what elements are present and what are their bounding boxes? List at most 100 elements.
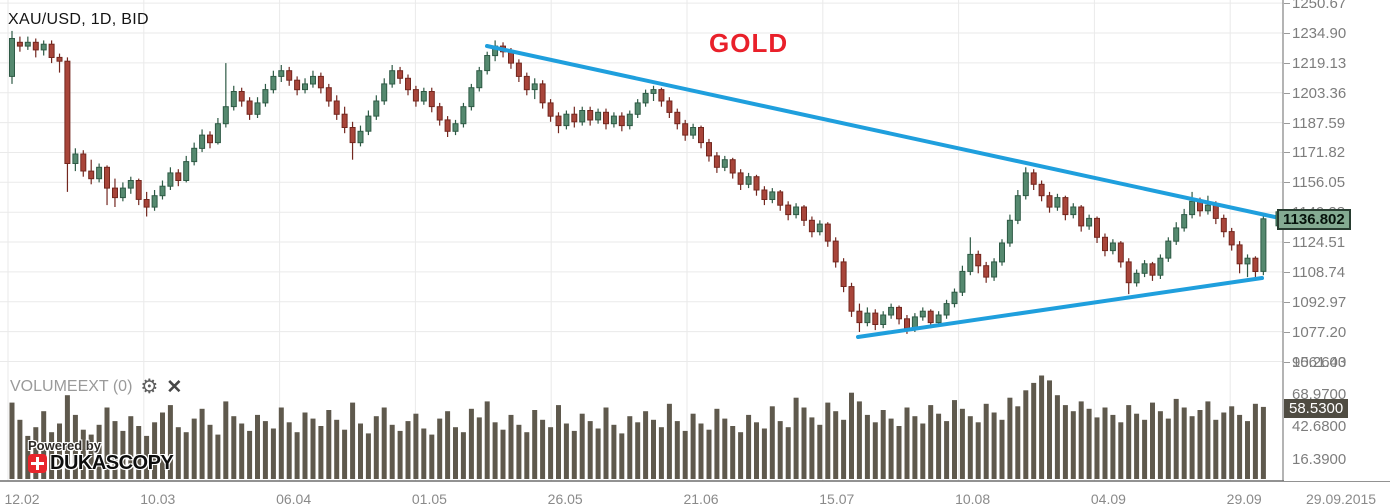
- ascending-support-trendline: [856, 276, 1264, 339]
- candle-body: [753, 176, 760, 191]
- volume-bar: [849, 392, 854, 479]
- candle-body: [317, 75, 324, 89]
- volume-bar: [167, 405, 173, 479]
- current-price-badge: 1136.802: [1277, 208, 1351, 230]
- candle-body: [1204, 204, 1211, 212]
- volume-bar: [286, 422, 292, 479]
- branding-watermark: Powered by DUKASCOPY: [28, 438, 174, 475]
- candle-body: [1260, 218, 1267, 272]
- volume-tick-label: 95.2600: [1292, 353, 1347, 371]
- candle-body: [262, 89, 269, 104]
- date-tick-label: 21.06: [683, 491, 719, 504]
- price-tick-label: 1203.36: [1292, 84, 1347, 102]
- candle-body: [975, 253, 982, 267]
- volume-bar: [57, 423, 62, 479]
- candle-body: [238, 91, 245, 102]
- volume-bar: [690, 413, 696, 479]
- volume-bar: [215, 434, 221, 479]
- axis-tick-mark: [1284, 331, 1290, 333]
- candle-body: [515, 62, 522, 77]
- candle-body: [967, 253, 974, 272]
- volume-bar: [888, 418, 894, 479]
- volume-bar: [619, 433, 625, 479]
- date-tick-label: 01.05: [411, 491, 447, 504]
- volume-bar: [262, 421, 268, 479]
- volume-bar: [532, 410, 538, 479]
- candle-body: [1070, 206, 1077, 216]
- volume-bar: [358, 423, 363, 479]
- volume-bar: [49, 432, 55, 479]
- volume-bar: [556, 405, 561, 479]
- candle-body: [1125, 261, 1132, 284]
- candle-body: [832, 240, 839, 263]
- candle-body: [777, 191, 784, 206]
- date-tick-label: 06.04: [276, 491, 312, 504]
- volume-bar: [769, 406, 775, 479]
- volume-bar: [959, 408, 965, 479]
- price-tick-label: 1077.20: [1292, 323, 1347, 341]
- volume-bar: [682, 430, 688, 479]
- volume-bar: [476, 417, 482, 479]
- volume-tick-label: 16.3900: [1292, 450, 1347, 468]
- date-tick-label: 04.09: [1090, 491, 1126, 504]
- candle-body: [1030, 172, 1037, 185]
- volume-bar: [793, 397, 799, 479]
- candle-body: [563, 113, 570, 127]
- date-tick-label: 12.02: [4, 491, 40, 504]
- volume-bar: [112, 421, 118, 479]
- end-date-label: 29.09.2015: [1306, 491, 1377, 504]
- close-icon[interactable]: ✕: [166, 376, 183, 398]
- candle-body: [737, 172, 744, 185]
- candle-body: [896, 306, 902, 320]
- settings-gear-icon[interactable]: ⚙: [140, 376, 159, 398]
- volume-bar: [128, 416, 134, 479]
- date-tick-label: 10.08: [955, 491, 991, 504]
- candle-body: [1165, 240, 1172, 259]
- volume-bar: [643, 411, 649, 479]
- candle-body: [230, 91, 237, 108]
- volume-bar: [880, 410, 886, 479]
- candle-body: [864, 312, 871, 324]
- volume-bar: [1134, 413, 1140, 479]
- price-axis[interactable]: 1250.67 1234.90 1219.13 1203.36 1187.59 1171.…: [1277, 0, 1390, 481]
- candle-body: [658, 89, 665, 102]
- candle-body: [1094, 217, 1100, 238]
- volume-bar: [136, 426, 142, 479]
- volume-bar: [1237, 414, 1243, 479]
- candle-body: [1078, 206, 1085, 227]
- volume-bar: [1015, 406, 1021, 479]
- axis-tick-mark: [1284, 3, 1290, 5]
- candle-body: [167, 172, 174, 187]
- candle-body: [682, 123, 689, 136]
- volume-bar: [1221, 412, 1227, 479]
- volume-bar: [413, 413, 419, 479]
- candle-body: [1102, 236, 1108, 252]
- volume-bar: [999, 419, 1005, 479]
- symbol-label: XAU/USD, 1D, BID: [8, 11, 149, 28]
- current-volume-badge: 58.5300: [1284, 398, 1349, 418]
- volume-bar: [239, 423, 245, 479]
- candle-body: [127, 180, 134, 189]
- volume-bar: [9, 402, 15, 479]
- candle-body: [1086, 217, 1093, 227]
- candle-body: [1252, 257, 1259, 273]
- candle-body: [555, 115, 562, 127]
- volume-bar: [1023, 390, 1029, 479]
- volume-bar: [714, 408, 720, 479]
- candle-body: [793, 206, 800, 216]
- volume-bar: [928, 405, 934, 479]
- candle-body: [381, 83, 388, 102]
- volume-bar: [1039, 375, 1045, 479]
- candle-body: [1062, 197, 1069, 216]
- candle-body: [539, 83, 546, 104]
- candle-body: [357, 130, 364, 144]
- volume-bar: [421, 428, 427, 479]
- volume-bar: [183, 432, 189, 479]
- volume-bar: [1118, 422, 1124, 479]
- volume-bar: [247, 430, 253, 479]
- price-tick-label: 1156.05: [1292, 174, 1346, 192]
- volume-bar: [1165, 418, 1171, 479]
- candle-body: [816, 223, 823, 233]
- volume-bar: [120, 430, 126, 479]
